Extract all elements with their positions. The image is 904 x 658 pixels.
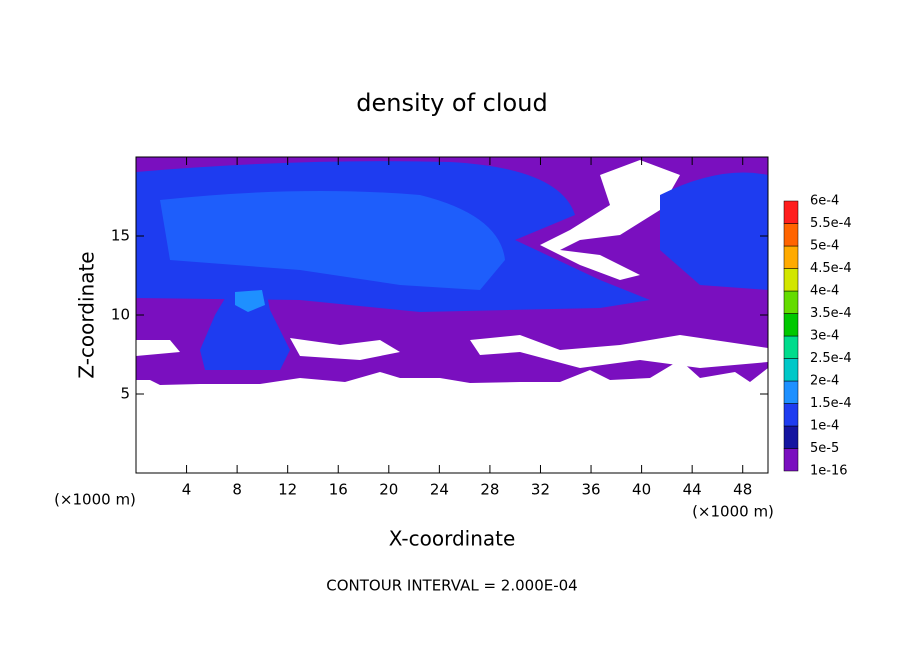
colorbar-label: 5.5e-4 <box>810 216 852 231</box>
light-bubble <box>235 290 265 312</box>
blue-right <box>660 172 768 290</box>
colorbar-box <box>783 358 799 382</box>
x-unit-label: (×1000 m) <box>692 503 774 521</box>
colorbar-box <box>783 425 799 449</box>
blue-bubble <box>200 285 290 370</box>
y-tick-label: 5 <box>120 385 130 403</box>
x-tick-label: 36 <box>581 481 600 499</box>
colorbar-box <box>783 268 799 292</box>
white-hole <box>540 160 680 280</box>
x-axis-label: X-coordinate <box>389 527 516 551</box>
field <box>136 157 768 385</box>
colorbar-label: 5e-4 <box>810 239 839 254</box>
colorbar-box <box>783 380 799 404</box>
y-axis-label: Z-coordinate <box>75 251 99 378</box>
y-tick-label: 10 <box>111 306 130 324</box>
colorbar-box <box>783 448 799 472</box>
colorbar-label: 6e-4 <box>810 194 839 209</box>
colorbar-label: 4.5e-4 <box>810 261 852 276</box>
colorbar-label: 3e-4 <box>810 329 839 344</box>
light-blue-region <box>160 191 505 290</box>
x-tick-label: 32 <box>531 481 550 499</box>
colorbar-label: 1e-4 <box>810 419 839 434</box>
colorbar-box <box>783 313 799 337</box>
colorbar-label: 5e-5 <box>810 441 839 456</box>
colorbar-box <box>783 290 799 314</box>
colorbar-box <box>783 200 799 224</box>
white-gap <box>136 335 768 368</box>
colorbar-label: 4e-4 <box>810 284 839 299</box>
x-tick-label: 44 <box>683 481 702 499</box>
y-unit-label: (×1000 m) <box>54 491 136 509</box>
chart-title: density of cloud <box>356 89 547 117</box>
colorbar-box <box>783 223 799 247</box>
colorbar-label: 1e-16 <box>810 464 848 479</box>
x-tick-label: 12 <box>278 481 297 499</box>
colorbar-box <box>783 403 799 427</box>
x-tick-label: 28 <box>480 481 499 499</box>
colorbar-label: 2.5e-4 <box>810 351 852 366</box>
x-tick-label: 4 <box>182 481 192 499</box>
colorbar-box <box>783 245 799 269</box>
colorbar-label: 2e-4 <box>810 374 839 389</box>
colorbar-label: 1.5e-4 <box>810 396 852 411</box>
x-tick-label: 20 <box>379 481 398 499</box>
x-tick-label: 48 <box>733 481 752 499</box>
y-tick-label: 15 <box>111 227 130 245</box>
footer: CONTOUR INTERVAL = 2.000E-04 <box>326 577 577 595</box>
x-tick-label: 40 <box>632 481 651 499</box>
x-tick-label: 16 <box>329 481 348 499</box>
x-tick-label: 8 <box>232 481 242 499</box>
colorbar-box <box>783 335 799 359</box>
colorbar-label: 3.5e-4 <box>810 306 852 321</box>
x-tick-label: 24 <box>430 481 449 499</box>
